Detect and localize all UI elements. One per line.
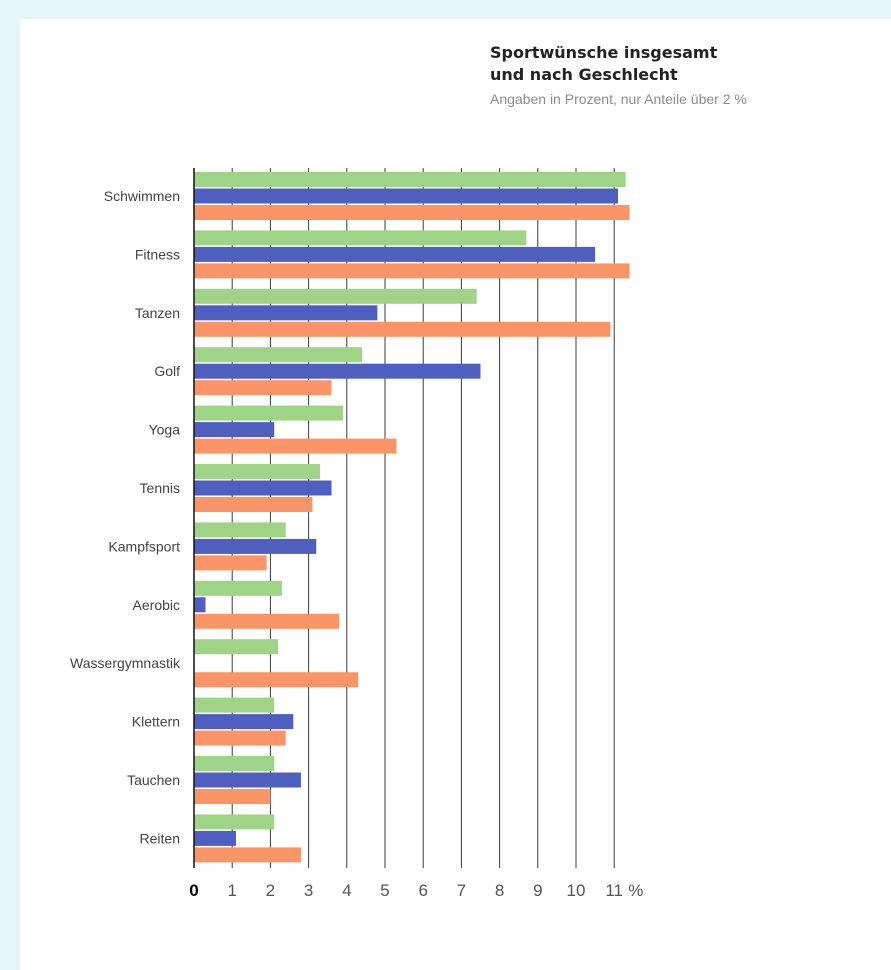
category-label: Kampfsport <box>108 538 180 554</box>
bar <box>194 438 397 454</box>
category-label: Tennis <box>140 480 180 496</box>
category-label: Fitness <box>135 246 180 262</box>
bar <box>194 847 301 863</box>
x-tick-label: 1 <box>227 881 236 900</box>
bar <box>194 522 286 538</box>
bar <box>194 321 611 337</box>
x-tick-label: 0 <box>189 881 198 900</box>
category-label: Wassergymnastik <box>70 655 181 671</box>
bar <box>194 288 477 304</box>
bar <box>194 672 359 688</box>
bar <box>194 347 363 363</box>
bar <box>194 613 340 629</box>
x-tick-label: 3 <box>304 881 313 900</box>
bar <box>194 538 317 554</box>
bar <box>194 830 237 846</box>
bar <box>194 230 527 246</box>
category-label: Tauchen <box>127 772 180 788</box>
bar <box>194 363 481 379</box>
chart-subtitle: Angaben in Prozent, nur Anteile über 2 % <box>490 91 747 107</box>
bar <box>194 405 343 421</box>
bar <box>194 480 332 496</box>
bar <box>194 188 619 204</box>
x-tick-label: 9 <box>533 881 542 900</box>
category-label: Tanzen <box>135 305 180 321</box>
category-label: Yoga <box>149 422 181 438</box>
chart-title-line-2: und nach Geschlecht <box>490 65 678 84</box>
bar <box>194 756 275 771</box>
bar <box>194 305 378 321</box>
bar <box>194 246 596 262</box>
bar <box>194 422 275 438</box>
bar <box>194 380 332 396</box>
bar <box>194 263 630 279</box>
bar <box>194 697 275 713</box>
chart-title-block: Sportwünsche insgesamt und nach Geschlec… <box>490 42 747 110</box>
bar <box>194 172 626 187</box>
bar <box>194 597 206 613</box>
bar <box>194 730 286 746</box>
bar <box>194 789 271 804</box>
x-tick-label: 4 <box>342 881 351 900</box>
x-tick-label: 7 <box>457 881 466 900</box>
bar <box>194 714 294 730</box>
bar <box>194 639 279 655</box>
bar <box>194 580 282 596</box>
bar <box>194 814 275 830</box>
category-label: Aerobic <box>133 597 180 613</box>
category-label: Schwimmen <box>104 188 180 204</box>
x-tick-label: 2 <box>266 881 275 900</box>
x-tick-label: 5 <box>380 881 389 900</box>
bar <box>194 497 313 512</box>
category-label: Klettern <box>132 714 180 730</box>
bar <box>194 464 321 479</box>
bar <box>194 205 630 220</box>
x-tick-label: 11 <box>605 881 623 900</box>
x-tick-label: 10 <box>567 881 586 900</box>
x-tick-label: 8 <box>495 881 504 900</box>
category-label: Golf <box>154 363 180 379</box>
x-tick-label: 6 <box>418 881 427 900</box>
chart-title: Sportwünsche insgesamt <box>490 43 718 62</box>
category-label: Reiten <box>140 830 180 846</box>
bar <box>194 555 267 571</box>
bar <box>194 772 301 788</box>
x-unit-label: % <box>628 881 643 900</box>
